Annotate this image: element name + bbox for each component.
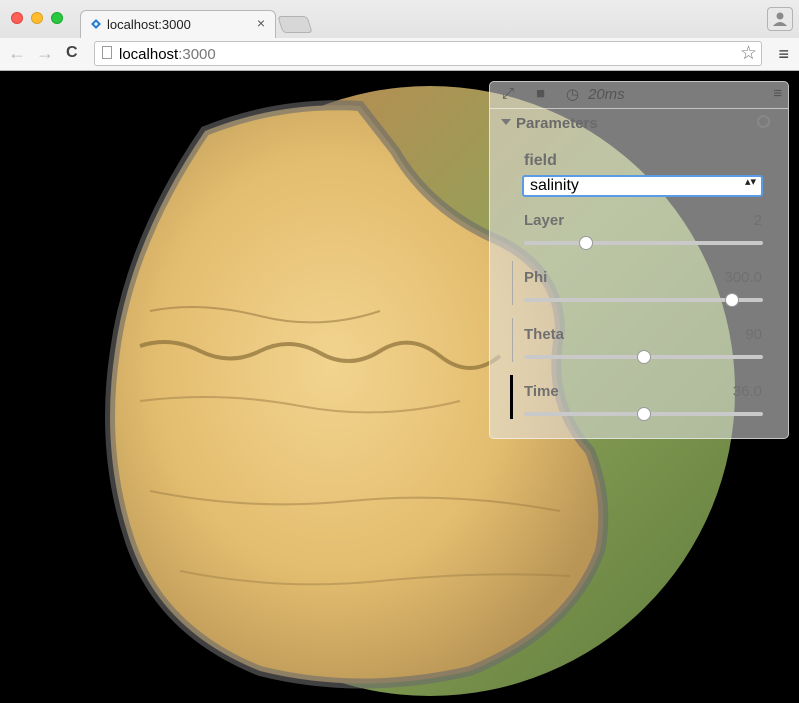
slider-knob-3[interactable] [636, 407, 651, 421]
slider-label-2: Theta [524, 326, 565, 343]
back-button[interactable]: ← [8, 43, 26, 63]
panel-menu-icon[interactable]: ≡ [773, 85, 782, 102]
reload-button[interactable]: C [66, 44, 78, 61]
minimize-window-button[interactable] [31, 12, 43, 24]
person-icon [773, 12, 787, 26]
field-select[interactable]: salinity ▴▾ [522, 175, 763, 197]
tab-close-icon[interactable]: × [256, 15, 265, 31]
slider-marker-2 [512, 318, 513, 362]
ocean-ripple [149, 306, 381, 324]
control-panel: ⤢ ■ ◷ 20ms ≡ Parameters field salinity ▴… [489, 81, 789, 439]
stop-icon[interactable]: ■ [536, 85, 546, 102]
maximize-window-button[interactable] [51, 12, 63, 24]
address-bar[interactable]: localhost:3000 ☆ [94, 41, 762, 66]
slider-marker-3 [510, 375, 513, 419]
slider-knob-0[interactable] [579, 236, 594, 250]
close-window-button[interactable] [11, 12, 23, 24]
toolbar: ← → C localhost:3000 ☆ ≡ [0, 38, 799, 70]
slider-track-1[interactable] [524, 298, 763, 302]
new-tab-button[interactable] [277, 16, 313, 33]
tab-title: localhost:3000 [107, 17, 191, 32]
browser-chrome: localhost:3000 × ← → C localhost:3000 ☆ … [0, 0, 799, 71]
frame-time: 20ms [588, 86, 625, 103]
slider-knob-2[interactable] [636, 350, 651, 364]
slider-value-3[interactable]: 36.0 [732, 383, 762, 400]
ocean-surface [105, 100, 609, 689]
browser-menu-icon[interactable]: ≡ [778, 44, 789, 64]
slider-label-3: Time [524, 383, 559, 400]
slider-marker-1 [512, 261, 513, 305]
bookmark-star-icon[interactable]: ☆ [739, 43, 757, 64]
page-icon [102, 46, 112, 59]
forward-button[interactable]: → [36, 43, 54, 63]
clock-icon: ◷ [566, 86, 580, 103]
url-port: :3000 [178, 46, 216, 63]
ocean-ripple [139, 396, 461, 414]
slider-value-0[interactable]: 2 [753, 212, 762, 229]
field-label: field [524, 152, 557, 169]
browser-tab[interactable]: localhost:3000 × [80, 10, 276, 38]
ocean-ripple [139, 340, 502, 370]
url-host: localhost [119, 46, 179, 63]
slider-knob-1[interactable] [724, 293, 739, 307]
folder-toggle-icon[interactable] [501, 119, 511, 125]
slider-label-0: Layer [524, 212, 565, 229]
slider-label-1: Phi [524, 269, 548, 286]
panel-header: ⤢ ■ ◷ 20ms ≡ [490, 82, 788, 109]
profile-button[interactable] [767, 7, 793, 31]
ocean-ripple [149, 490, 561, 512]
ocean-ripple [179, 570, 571, 586]
folder-title[interactable]: Parameters [516, 115, 598, 132]
url-text: localhost:3000 [119, 46, 216, 63]
select-arrows-icon: ▴▾ [744, 176, 756, 188]
field-select-value: salinity [530, 177, 579, 194]
webgl-canvas[interactable]: ⤢ ■ ◷ 20ms ≡ Parameters field salinity ▴… [0, 71, 799, 703]
favicon-icon [91, 19, 101, 29]
reset-icon[interactable] [757, 115, 770, 128]
slider-value-1[interactable]: 300.0 [724, 269, 762, 286]
slider-value-2[interactable]: 90 [745, 326, 762, 343]
slider-track-0[interactable] [524, 241, 763, 245]
fullscreen-icon[interactable]: ⤢ [502, 85, 515, 102]
